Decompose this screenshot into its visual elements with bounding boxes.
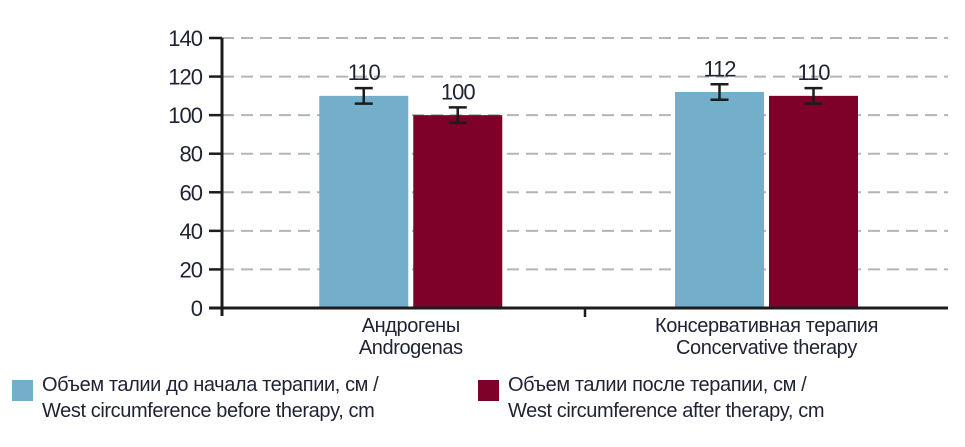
x-category-label-ru: Андрогены bbox=[362, 315, 460, 337]
legend-label-after-line2: West circumference after therapy, cm bbox=[508, 400, 825, 422]
legend-label-before-line1: Объем талии до начала терапии, см / bbox=[42, 374, 379, 396]
y-tick-label: 0 bbox=[191, 296, 203, 321]
y-tick-label: 20 bbox=[180, 257, 203, 282]
y-tick-label: 80 bbox=[180, 142, 203, 167]
grouped-bar-chart: 0 20 40 60 80 100 120 140 110 100 АндрогеныAndroge… bbox=[168, 26, 948, 359]
bar bbox=[769, 95, 858, 308]
bar bbox=[413, 115, 503, 309]
chart-legend: Объем талии до начала терапии, см / West… bbox=[0, 372, 965, 442]
bar-value-label: 100 bbox=[441, 79, 475, 104]
legend-swatch-before-icon bbox=[12, 380, 33, 401]
y-tick-label: 120 bbox=[168, 65, 202, 90]
y-tick-label: 40 bbox=[180, 219, 203, 244]
bar bbox=[319, 95, 409, 308]
bar-value-label: 112 bbox=[703, 56, 736, 81]
bar bbox=[675, 92, 764, 308]
legend-swatch-after-icon bbox=[478, 380, 499, 401]
legend-label-after-line1: Объем талии после терапии, см / bbox=[508, 374, 807, 396]
bar-value-label: 110 bbox=[348, 60, 381, 85]
y-tick-label: 100 bbox=[168, 103, 202, 128]
y-tick-label: 60 bbox=[180, 180, 203, 205]
legend-label-before-line2: West circumference before therapy, cm bbox=[42, 400, 375, 422]
y-tick-label: 140 bbox=[168, 26, 202, 51]
x-category-label-en: Androgenas bbox=[359, 337, 463, 359]
x-category-label-en: Concervative therapy bbox=[676, 337, 857, 359]
bar-value-label: 110 bbox=[797, 60, 830, 85]
legend-label-after: Объем талии после терапии, см / West cir… bbox=[508, 372, 824, 424]
legend-label-before: Объем талии до начала терапии, см / West… bbox=[42, 372, 379, 424]
x-category-label-ru: Консервативная терапия bbox=[655, 315, 878, 337]
